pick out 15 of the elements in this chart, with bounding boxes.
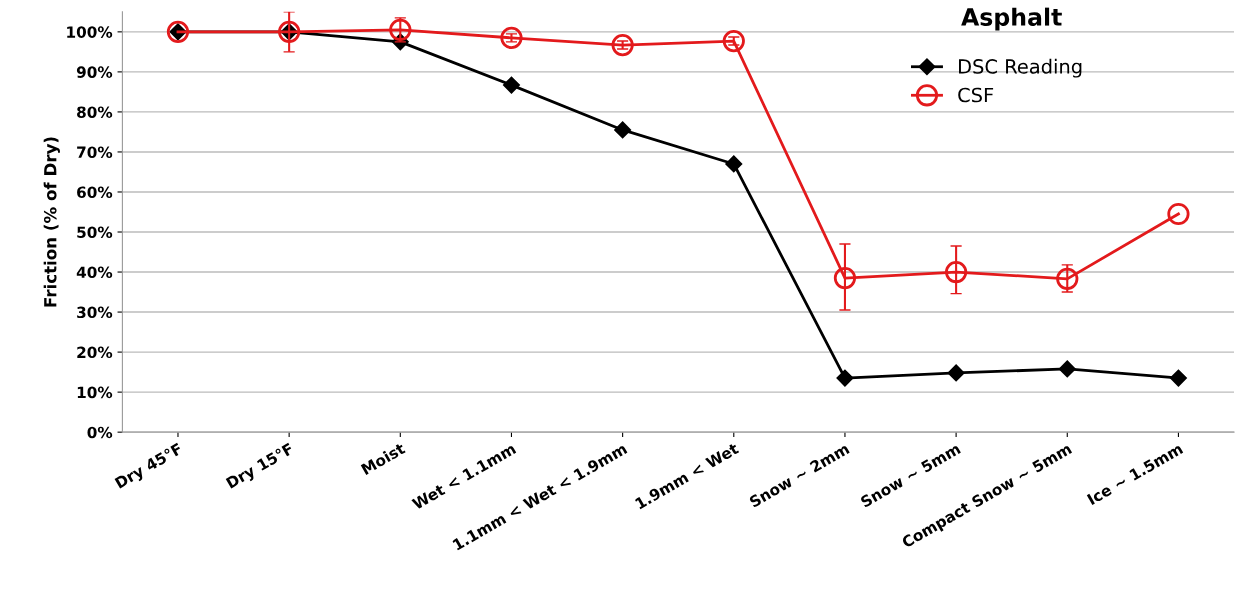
y-tick-label: 50% bbox=[77, 226, 113, 239]
y-tick-label: 40% bbox=[76, 266, 113, 279]
y-tick-label: 90% bbox=[76, 66, 113, 78]
legend-label: CSF bbox=[958, 87, 994, 103]
y-tick-label: 10% bbox=[77, 386, 113, 399]
y-tick-label: 100% bbox=[67, 26, 113, 38]
y-tick-label: 80% bbox=[77, 106, 113, 118]
legend-label: DSC Reading bbox=[959, 58, 1082, 78]
y-tick-label: 60% bbox=[77, 186, 113, 198]
y-tick-label: 20% bbox=[77, 346, 113, 359]
y-tick-label: 0% bbox=[87, 426, 113, 439]
y-tick-label: 30% bbox=[77, 306, 113, 319]
chart-title: Asphalt bbox=[961, 7, 1062, 31]
y-axis-title: Friction (% of Dry) bbox=[43, 137, 60, 307]
y-tick-label: 70% bbox=[77, 146, 113, 158]
